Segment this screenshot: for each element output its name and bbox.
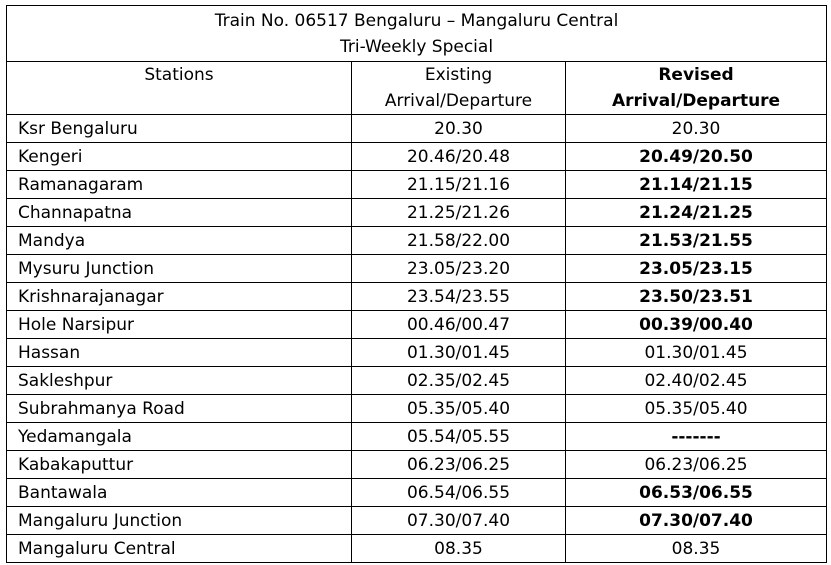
revised-time-cell: ------- (564, 422, 828, 451)
table-row: Kabakaputtur 06.23/06.25 06.23/06.25 (6, 450, 828, 479)
revised-time-cell: 23.50/23.51 (564, 282, 828, 311)
existing-time-cell: 06.54/06.55 (351, 478, 566, 507)
existing-time-cell: 05.54/05.55 (351, 422, 566, 451)
station-cell: Kengeri (6, 142, 352, 171)
table-row: Ramanagaram 21.15/21.16 21.14/21.15 (6, 170, 828, 199)
revised-time-cell: 06.23/06.25 (564, 450, 828, 479)
station-cell: Hassan (6, 338, 352, 367)
title-line-1: Train No. 06517 Bengaluru – Mangaluru Ce… (214, 11, 619, 31)
station-cell: Mangaluru Central (6, 534, 352, 563)
table-row: Mangaluru Junction 07.30/07.40 07.30/07.40 (6, 506, 828, 535)
station-cell: Bantawala (6, 478, 352, 507)
station-cell: Ramanagaram (6, 170, 352, 199)
existing-time-cell: 07.30/07.40 (351, 506, 566, 535)
revised-time-cell: 07.30/07.40 (564, 506, 828, 535)
existing-time-cell: 20.30 (351, 114, 566, 143)
station-cell: Sakleshpur (6, 366, 352, 395)
existing-time-cell: 21.58/22.00 (351, 226, 566, 255)
existing-time-cell: 06.23/06.25 (351, 450, 566, 479)
station-cell: Subrahmanya Road (6, 394, 352, 423)
table-row: Hole Narsipur 00.46/00.47 00.39/00.40 (6, 310, 828, 339)
station-cell: Mysuru Junction (6, 254, 352, 283)
table-row: Kengeri 20.46/20.48 20.49/20.50 (6, 142, 828, 171)
existing-time-cell: 00.46/00.47 (351, 310, 566, 339)
table-row: Subrahmanya Road 05.35/05.40 05.35/05.40 (6, 394, 828, 423)
table-row: Bantawala 06.54/06.55 06.53/06.55 (6, 478, 828, 507)
title-line-2: Tri-Weekly Special (339, 37, 494, 57)
header-revised-line-1: Revised (658, 65, 734, 85)
revised-time-cell: 20.49/20.50 (564, 142, 828, 171)
station-cell: Yedamangala (6, 422, 352, 451)
table-row: Mandya 21.58/22.00 21.53/21.55 (6, 226, 828, 255)
existing-time-cell: 05.35/05.40 (351, 394, 566, 423)
station-cell: Ksr Bengaluru (6, 114, 352, 143)
table-row: Ksr Bengaluru 20.30 20.30 (6, 114, 828, 143)
existing-time-cell: 20.46/20.48 (351, 142, 566, 171)
timetable: Train No. 06517 Bengaluru – Mangaluru Ce… (5, 5, 828, 563)
station-cell: Hole Narsipur (6, 310, 352, 339)
header-stations: Stations (6, 61, 352, 115)
existing-time-cell: 02.35/02.45 (351, 366, 566, 395)
header-revised: Revised Arrival/Departure (564, 61, 828, 115)
header-revised-line-2: Arrival/Departure (611, 91, 781, 111)
station-cell: Mandya (6, 226, 352, 255)
revised-time-cell: 20.30 (564, 114, 828, 143)
table-row: Hassan 01.30/01.45 01.30/01.45 (6, 338, 828, 367)
station-cell: Kabakaputtur (6, 450, 352, 479)
revised-time-cell: 21.14/21.15 (564, 170, 828, 199)
existing-time-cell: 21.15/21.16 (351, 170, 566, 199)
table-row: Krishnarajanagar 23.54/23.55 23.50/23.51 (6, 282, 828, 311)
station-cell: Mangaluru Junction (6, 506, 352, 535)
table-row: Sakleshpur 02.35/02.45 02.40/02.45 (6, 366, 828, 395)
table-row: Mysuru Junction 23.05/23.20 23.05/23.15 (6, 254, 828, 283)
existing-time-cell: 08.35 (351, 534, 566, 563)
revised-time-cell: 00.39/00.40 (564, 310, 828, 339)
revised-time-cell: 23.05/23.15 (564, 254, 828, 283)
revised-time-cell: 06.53/06.55 (564, 478, 828, 507)
revised-time-cell: 01.30/01.45 (564, 338, 828, 367)
revised-time-cell: 05.35/05.40 (564, 394, 828, 423)
timetable-body: Ksr Bengaluru 20.30 20.30 Kengeri 20.46/20.4… (6, 114, 828, 563)
header-existing-line-2: Arrival/Departure (384, 91, 533, 111)
table-row: Mangaluru Central 08.35 08.35 (6, 534, 828, 563)
existing-time-cell: 21.25/21.26 (351, 198, 566, 227)
table-row: Channapatna 21.25/21.26 21.24/21.25 (6, 198, 828, 227)
revised-time-cell: 02.40/02.45 (564, 366, 828, 395)
table-row: Yedamangala 05.54/05.55 ------- (6, 422, 828, 451)
revised-time-cell: 08.35 (564, 534, 828, 563)
revised-time-cell: 21.24/21.25 (564, 198, 828, 227)
existing-time-cell: 23.54/23.55 (351, 282, 566, 311)
station-cell: Krishnarajanagar (6, 282, 352, 311)
revised-time-cell: 21.53/21.55 (564, 226, 828, 255)
existing-time-cell: 01.30/01.45 (351, 338, 566, 367)
station-cell: Channapatna (6, 198, 352, 227)
existing-time-cell: 23.05/23.20 (351, 254, 566, 283)
header-existing: Existing Arrival/Departure (351, 61, 566, 115)
header-stations-label: Stations (144, 65, 214, 85)
table-title: Train No. 06517 Bengaluru – Mangaluru Ce… (5, 5, 828, 62)
header-existing-line-1: Existing (424, 65, 493, 85)
